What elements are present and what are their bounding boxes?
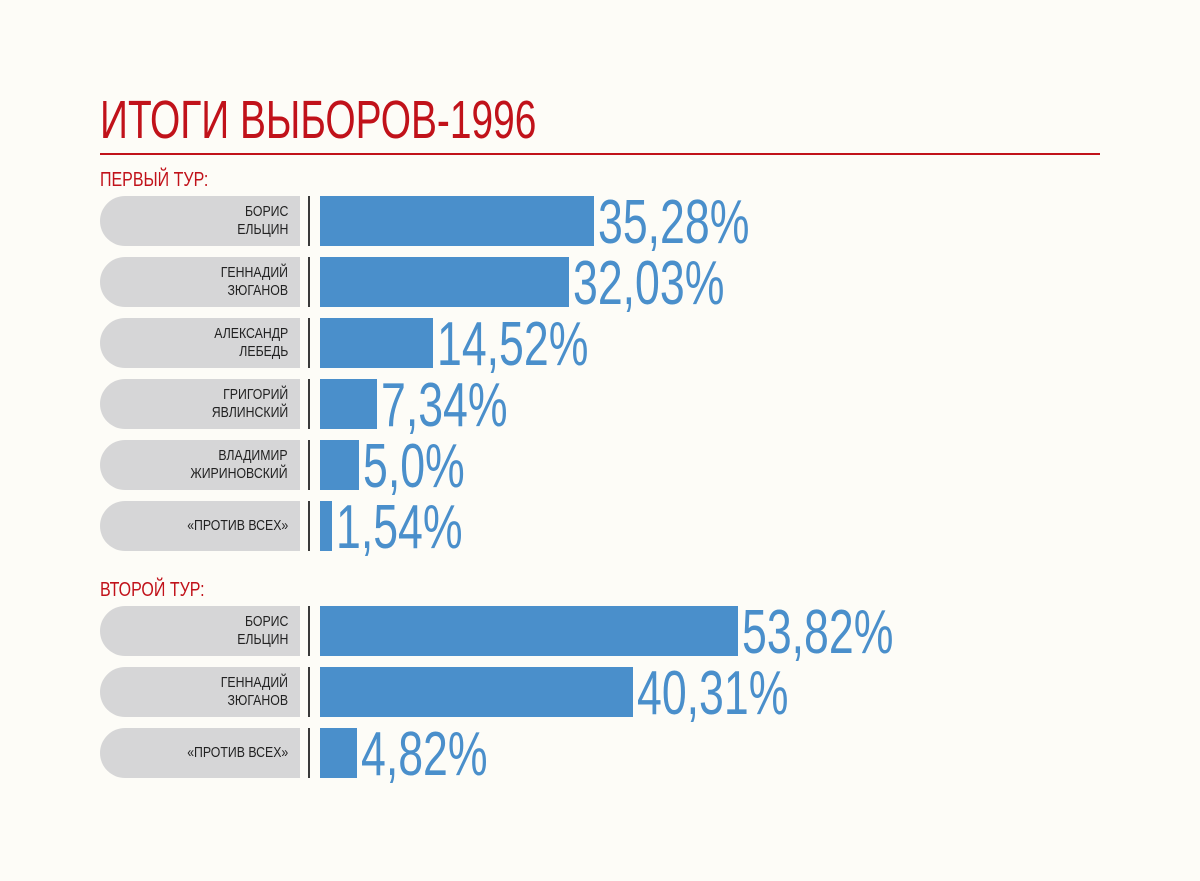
bar-round1-5: [320, 440, 359, 490]
bar-round2-2: [320, 667, 633, 717]
candidate-name: «ПРОТИВ ВСЕХ»: [186, 744, 288, 761]
bar-round1-4: [320, 379, 377, 429]
candidate-label: «ПРОТИВ ВСЕХ»: [100, 728, 300, 778]
value-label: 35,28%: [597, 188, 750, 257]
candidate-label: ГРИГОРИЙ ЯВЛИНСКИЙ: [100, 379, 300, 429]
value-label: 14,52%: [436, 310, 589, 379]
candidate-name: «ПРОТИВ ВСЕХ»: [186, 517, 288, 534]
bar-round2-1: [320, 606, 738, 656]
candidate-name: ВЛАДИМИР ЖИРИНОВСКИЙ: [190, 447, 288, 482]
axis-tick: [308, 667, 310, 717]
candidate-label: БОРИС ЕЛЬЦИН: [100, 606, 300, 656]
value-label: 4,82%: [361, 720, 488, 789]
value-label: 7,34%: [380, 371, 508, 440]
candidate-name: БОРИС ЕЛЬЦИН: [236, 613, 288, 648]
candidate-name: ГРИГОРИЙ ЯВЛИНСКИЙ: [211, 386, 288, 421]
candidate-label: ГЕННАДИЙ ЗЮГАНОВ: [100, 257, 300, 307]
bar-round1-2: [320, 257, 569, 307]
axis-tick: [308, 440, 310, 490]
axis-tick: [308, 318, 310, 368]
value-label: 32,03%: [572, 249, 724, 318]
candidate-label: ВЛАДИМИР ЖИРИНОВСКИЙ: [100, 440, 300, 490]
bar-round1-1: [320, 196, 594, 246]
axis-tick: [308, 606, 310, 656]
axis-tick: [308, 379, 310, 429]
round-label-2: ВТОРОЙ ТУР:: [100, 579, 205, 601]
axis-tick: [308, 728, 310, 778]
candidate-name: ГЕННАДИЙ ЗЮГАНОВ: [220, 264, 288, 299]
candidate-name: БОРИС ЕЛЬЦИН: [236, 203, 288, 238]
axis-tick: [308, 257, 310, 307]
candidate-label: ГЕННАДИЙ ЗЮГАНОВ: [100, 667, 300, 717]
bar-round2-3: [320, 728, 358, 778]
bar-round1-6: [320, 501, 332, 551]
axis-tick: [308, 196, 310, 246]
candidate-name: ГЕННАДИЙ ЗЮГАНОВ: [220, 674, 288, 709]
value-label: 5,0%: [362, 432, 465, 501]
axis-tick: [308, 501, 310, 551]
bar-round1-3: [320, 318, 433, 368]
candidate-label: «ПРОТИВ ВСЕХ»: [100, 501, 300, 551]
candidate-label: АЛЕКСАНДР ЛЕБЕДЬ: [100, 318, 300, 368]
title-divider: [100, 153, 1100, 155]
round-label-1: ПЕРВЫЙ ТУР:: [100, 169, 209, 191]
value-label: 53,82%: [741, 598, 894, 667]
candidate-label: БОРИС ЕЛЬЦИН: [100, 196, 300, 246]
page-title: ИТОГИ ВЫБОРОВ-1996: [100, 90, 537, 150]
value-label: 40,31%: [636, 659, 789, 728]
value-label: 1,54%: [335, 493, 463, 562]
candidate-name: АЛЕКСАНДР ЛЕБЕДЬ: [213, 325, 288, 360]
